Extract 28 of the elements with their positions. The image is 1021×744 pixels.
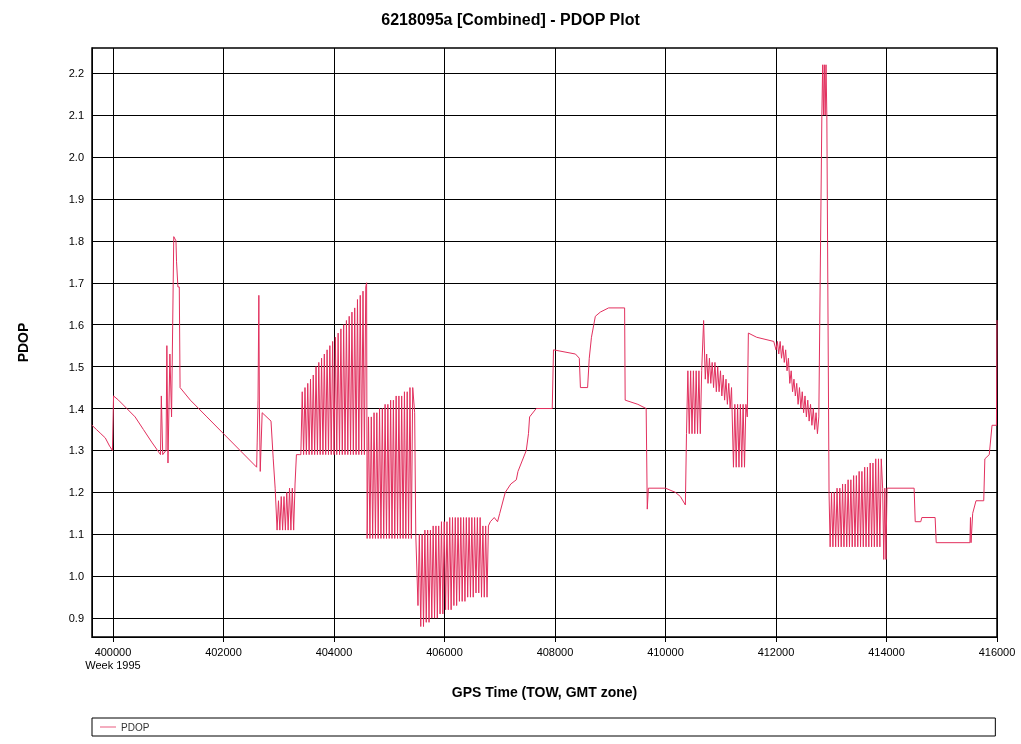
y-tick-label: 1.0 [68, 570, 84, 583]
y-tick-label: 2.2 [68, 67, 84, 80]
y-tick-label: 1.8 [68, 234, 84, 247]
x-tick-label: 400000 Week 1995 [85, 645, 141, 671]
x-tick-label: 410000 [647, 645, 684, 658]
x-tick-label: 402000 [205, 645, 242, 658]
line-series [91, 64, 998, 628]
x-tick-label: 406000 [426, 645, 463, 658]
y-axis-title: PDOP [15, 322, 31, 363]
y-tick-label: 1.6 [68, 318, 84, 331]
y-tick-label: 0.9 [68, 612, 84, 625]
y-tick-label: 1.1 [68, 528, 84, 541]
chart-title: 6218095a [Combined] - PDOP Plot [381, 10, 641, 28]
x-tick-label: 414000 [868, 645, 905, 658]
y-tick-label: 1.3 [68, 444, 84, 457]
x-tick-label: 416000 [978, 645, 1016, 658]
y-tick-label: 1.2 [68, 486, 84, 499]
x-axis-title: GPS Time (TOW, GMT zone) [451, 684, 638, 700]
y-tick-label: 1.5 [68, 360, 84, 373]
x-tick-label: 412000 [757, 645, 795, 658]
y-tick-label: 1.7 [68, 276, 84, 289]
y-tick-label: 2.0 [68, 151, 84, 163]
y-tick-label: 1.9 [68, 192, 84, 205]
legend-label: PDOP [121, 721, 150, 733]
y-tick-label: 2.1 [68, 109, 84, 122]
y-tick-label: 1.4 [68, 402, 84, 415]
x-tick-label: 404000 [315, 645, 353, 658]
x-tick-label: 408000 [536, 645, 574, 658]
